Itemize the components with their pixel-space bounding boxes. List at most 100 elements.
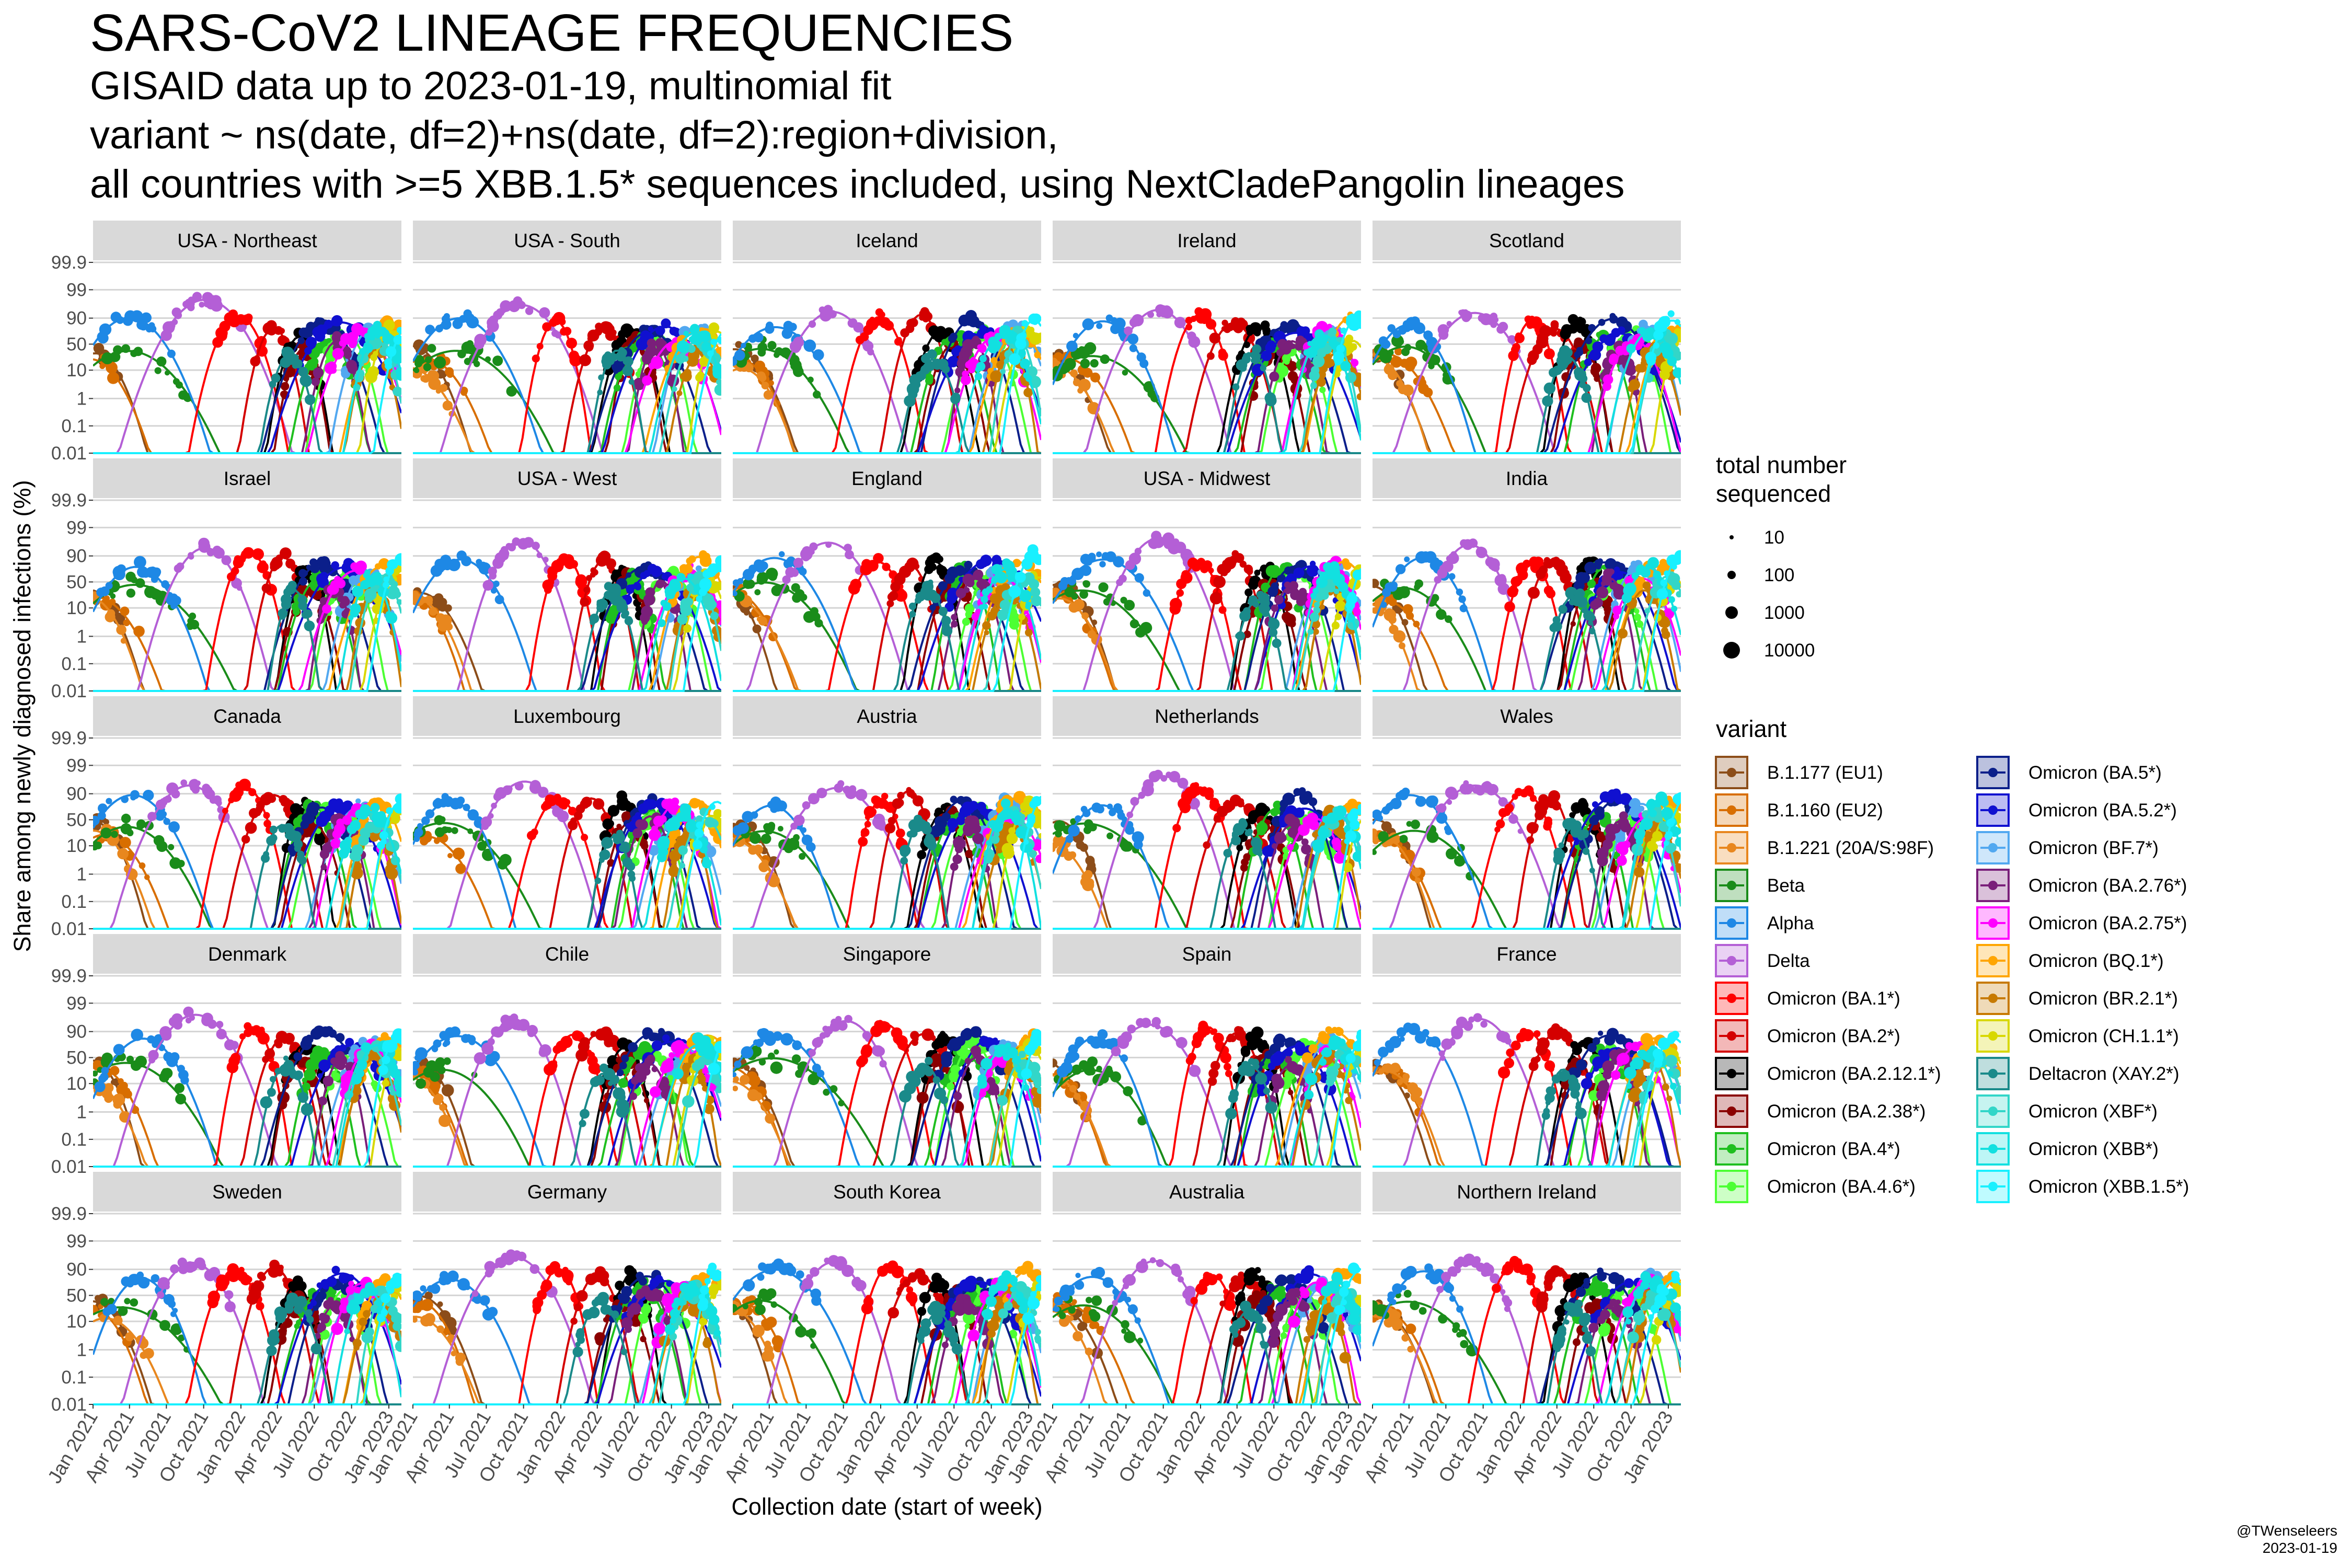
- data-point: [761, 382, 769, 390]
- data-point: [269, 825, 278, 834]
- data-point: [982, 621, 991, 630]
- data-point: [1478, 314, 1486, 322]
- data-point: [543, 557, 549, 563]
- data-point: [622, 609, 629, 617]
- data-point: [590, 567, 596, 573]
- data-point: [439, 384, 448, 392]
- data-point: [375, 563, 382, 570]
- data-point: [1579, 381, 1586, 388]
- plot-area: [93, 292, 401, 454]
- data-point: [1151, 531, 1162, 541]
- data-point: [1207, 352, 1215, 360]
- data-point: [962, 573, 975, 586]
- data-point: [780, 347, 791, 358]
- data-point: [373, 571, 382, 581]
- data-point: [790, 569, 799, 577]
- data-point: [1276, 349, 1284, 357]
- data-point: [715, 555, 721, 567]
- data-point: [716, 378, 721, 385]
- data-point: [873, 555, 879, 561]
- data-point: [1176, 589, 1184, 597]
- data-point: [1593, 597, 1603, 608]
- data-point: [1261, 350, 1272, 361]
- data-point: [577, 582, 585, 590]
- data-point: [1269, 617, 1275, 624]
- data-point: [984, 630, 989, 636]
- data-point: [190, 785, 196, 791]
- data-point: [712, 367, 721, 379]
- data-point: [1284, 340, 1293, 349]
- data-point: [121, 813, 131, 824]
- data-point: [1431, 594, 1439, 602]
- data-point: [322, 604, 331, 614]
- data-point: [287, 826, 293, 832]
- data-point: [1340, 327, 1347, 334]
- data-point: [427, 344, 436, 353]
- data-point: [241, 835, 250, 844]
- data-point: [298, 601, 308, 610]
- data-point: [1584, 358, 1592, 366]
- data-point: [257, 561, 269, 573]
- facet-strip: [1053, 458, 1361, 498]
- data-point: [1014, 571, 1026, 583]
- data-point: [110, 351, 121, 362]
- data-point: [566, 338, 577, 349]
- data-point: [604, 591, 613, 600]
- data-point: [802, 553, 810, 561]
- data-point: [1124, 326, 1133, 336]
- data-point: [947, 587, 959, 599]
- data-point: [1321, 325, 1328, 331]
- data-point: [281, 549, 290, 558]
- data-point: [1612, 605, 1622, 615]
- data-point: [464, 358, 471, 365]
- data-point: [269, 325, 278, 333]
- data-point: [424, 356, 432, 364]
- data-point: [964, 603, 975, 614]
- data-point: [417, 823, 423, 829]
- data-point: [644, 599, 651, 607]
- data-point: [378, 558, 390, 570]
- data-point: [365, 595, 373, 603]
- data-point: [195, 780, 201, 786]
- data-point: [825, 541, 832, 548]
- facet-strip: [1053, 221, 1361, 260]
- data-point: [339, 340, 346, 347]
- data-point: [304, 620, 315, 631]
- data-point: [180, 779, 188, 787]
- data-point: [964, 560, 973, 570]
- data-point: [962, 617, 970, 626]
- data-point: [613, 368, 619, 374]
- data-point: [222, 808, 228, 814]
- data-point: [231, 578, 242, 589]
- data-point: [451, 827, 458, 834]
- data-point: [756, 572, 768, 584]
- data-point: [1380, 602, 1387, 608]
- data-point: [700, 583, 710, 593]
- data-point: [1105, 314, 1113, 322]
- data-point: [1661, 627, 1668, 635]
- data-point: [341, 802, 349, 810]
- data-point: [1116, 579, 1124, 586]
- data-point: [960, 375, 971, 385]
- data-point: [1558, 605, 1567, 614]
- data-point: [421, 816, 430, 825]
- data-point: [1599, 334, 1608, 343]
- data-point: [745, 579, 755, 589]
- data-point: [1590, 363, 1601, 374]
- data-point: [896, 337, 902, 343]
- data-point: [714, 384, 721, 396]
- data-point: [1327, 359, 1335, 367]
- data-point: [782, 575, 791, 584]
- data-point: [1278, 574, 1286, 582]
- data-point: [616, 823, 622, 829]
- data-point: [716, 564, 721, 571]
- data-point: [130, 794, 136, 801]
- data-point: [1526, 321, 1534, 329]
- data-point: [1398, 642, 1405, 649]
- data-point: [456, 802, 463, 809]
- data-point: [383, 581, 389, 589]
- data-point: [919, 315, 925, 321]
- data-point: [452, 319, 463, 329]
- data-point: [1221, 319, 1228, 326]
- data-point: [221, 328, 227, 333]
